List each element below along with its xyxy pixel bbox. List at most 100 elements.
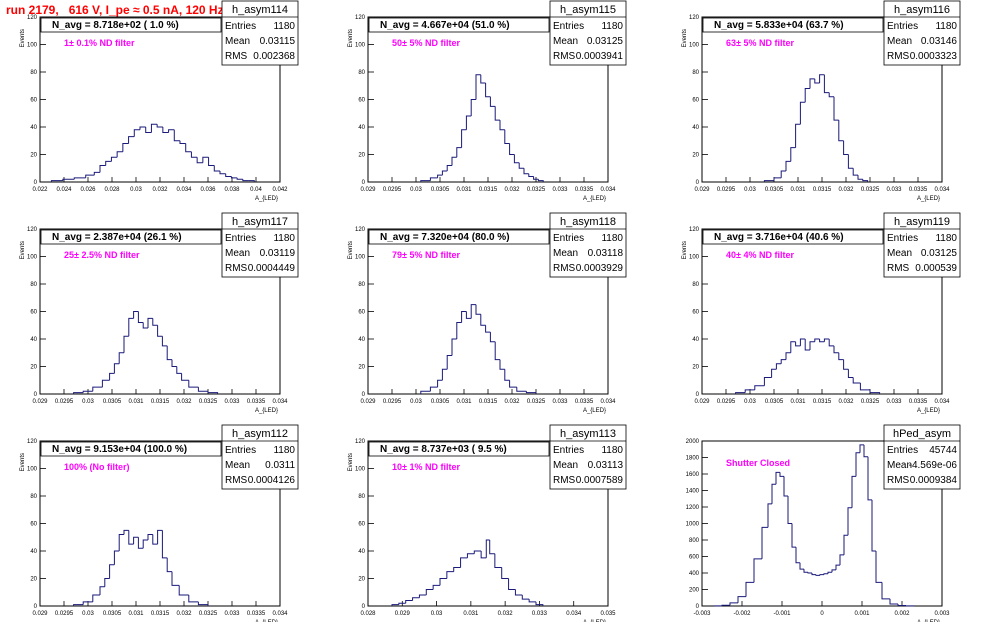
x-tick-label: 0.0335 (247, 399, 266, 405)
stats-key: Entries (225, 233, 256, 244)
histogram-bin (785, 160, 791, 171)
histogram-bin (147, 534, 153, 540)
histogram-bin (451, 338, 457, 356)
histogram-bin (807, 572, 812, 574)
stats-key: RMS (225, 263, 248, 274)
histogram-bin (441, 170, 448, 176)
y-tick-label: 0 (362, 180, 366, 186)
histogram-bin (456, 147, 462, 158)
y-tick-label: 120 (689, 227, 700, 233)
stats-value: 0.03115 (260, 36, 296, 47)
histogram-bin (799, 562, 804, 570)
histogram-bin (128, 136, 135, 144)
x-tick-label: 0.0325 (199, 611, 218, 617)
histogram-bin (412, 597, 420, 601)
histogram-bin (122, 143, 129, 152)
histogram-bin (790, 341, 796, 353)
histogram-bin (190, 151, 198, 158)
x-tick-label: 0.0315 (813, 187, 832, 193)
y-tick-label: 120 (355, 227, 366, 233)
histogram-bin (73, 177, 86, 180)
histogram-bin (82, 390, 93, 393)
y-tick-label: 40 (692, 337, 699, 343)
histogram-bin (851, 475, 856, 508)
y-tick-label: 100 (355, 255, 366, 261)
histogram-bin (188, 595, 199, 603)
y-tick-label: 0 (34, 604, 38, 610)
stats-value: 0.03118 (588, 248, 624, 259)
histogram-bin (852, 168, 858, 176)
x-axis-title: A_{LED} (917, 196, 940, 202)
annotation-text: 40± 4% ND filter (726, 250, 794, 260)
histogram-bin (787, 496, 792, 524)
annotation-text: 50± 5% ND filter (392, 38, 460, 48)
stats-key: Entries (887, 21, 918, 32)
stats-key: Entries (553, 21, 584, 32)
histogram-bin (62, 178, 75, 181)
histogram-bin (104, 578, 110, 587)
histogram-bin (207, 391, 219, 394)
y-tick-label: 80 (358, 282, 365, 288)
pad-h_asym117: 0 20 40 60 80 100 120 0.029 0.0295 0.03 0.0305 0.03… (20, 212, 299, 414)
x-axis-title: A_{LED} (583, 196, 606, 202)
y-tick-label: 100 (355, 467, 366, 473)
y-tick-label: 120 (27, 227, 38, 233)
histogram-bin (101, 379, 110, 388)
x-tick-label: 0.033 (552, 187, 568, 193)
y-tick-label: 400 (689, 571, 700, 577)
histogram-bin (809, 341, 815, 350)
stats-value: 0.0003941 (576, 51, 624, 62)
histogram-bin (242, 179, 249, 182)
histogram-bin (852, 377, 861, 384)
x-tick-label: 0.031 (128, 611, 144, 617)
x-tick-label: 0.033 (886, 399, 902, 405)
x-tick-label: 0.034 (600, 187, 616, 193)
histogram-bin (767, 503, 772, 528)
x-tick-label: 0.028 (360, 611, 376, 617)
histogram-bin (480, 74, 486, 84)
annotation-text: 79± 5% ND filter (392, 250, 460, 260)
stats-value: 1180 (601, 233, 623, 244)
histogram-bin (156, 124, 163, 128)
pad-h_asym118: 0 20 40 60 80 100 120 0.029 0.0295 0.03 0.0305 0.03… (348, 212, 627, 414)
histogram-bin (473, 550, 482, 554)
stats-value: 0.03146 (921, 36, 958, 47)
x-tick-label: 0.0335 (575, 187, 594, 193)
x-tick-label: 0.034 (176, 187, 192, 193)
histogram-bin (514, 589, 523, 596)
x-tick-label: 0.029 (32, 399, 48, 405)
y-tick-label: 0 (362, 392, 366, 398)
histogram-bin (99, 586, 105, 595)
histogram-bin (236, 177, 243, 180)
y-tick-label: 20 (30, 365, 37, 371)
histogram-bin (504, 129, 510, 144)
histogram-bin (523, 168, 529, 175)
y-tick-label: 1600 (686, 472, 700, 478)
x-tick-label: 0.035 (600, 611, 616, 617)
histogram-bin (795, 341, 801, 347)
x-tick-label: 0.0295 (55, 611, 74, 617)
histogram-bin (754, 385, 765, 390)
histogram-bin (804, 339, 810, 351)
annotation-text: 10± 1% ND filter (392, 462, 460, 472)
annotation-text: 1± 0.1% ND filter (64, 38, 135, 48)
hist-name: h_asym112 (232, 428, 288, 440)
histogram-bin (737, 596, 746, 603)
y-tick-label: 120 (27, 15, 38, 21)
histogram-bin (137, 537, 144, 549)
histogram-bin (453, 567, 461, 572)
navg-label: N_avg = 2.387e+04 (26.1 %) (52, 232, 182, 243)
stats-value: 1180 (935, 21, 957, 32)
histogram-bin (461, 129, 467, 148)
histogram-bin (123, 335, 129, 353)
histogram-bin (847, 369, 854, 378)
histogram-bin (219, 171, 226, 175)
hist-name: hPed_asym (893, 428, 951, 440)
y-tick-label: 80 (692, 70, 699, 76)
navg-label: N_avg = 4.667e+04 (51.0 %) (380, 20, 510, 31)
histogram-bin (475, 74, 481, 100)
histogram-bin (451, 156, 457, 166)
x-tick-label: 0.0295 (55, 399, 74, 405)
stats-key: Mean (553, 460, 578, 471)
y-tick-label: 80 (30, 282, 37, 288)
